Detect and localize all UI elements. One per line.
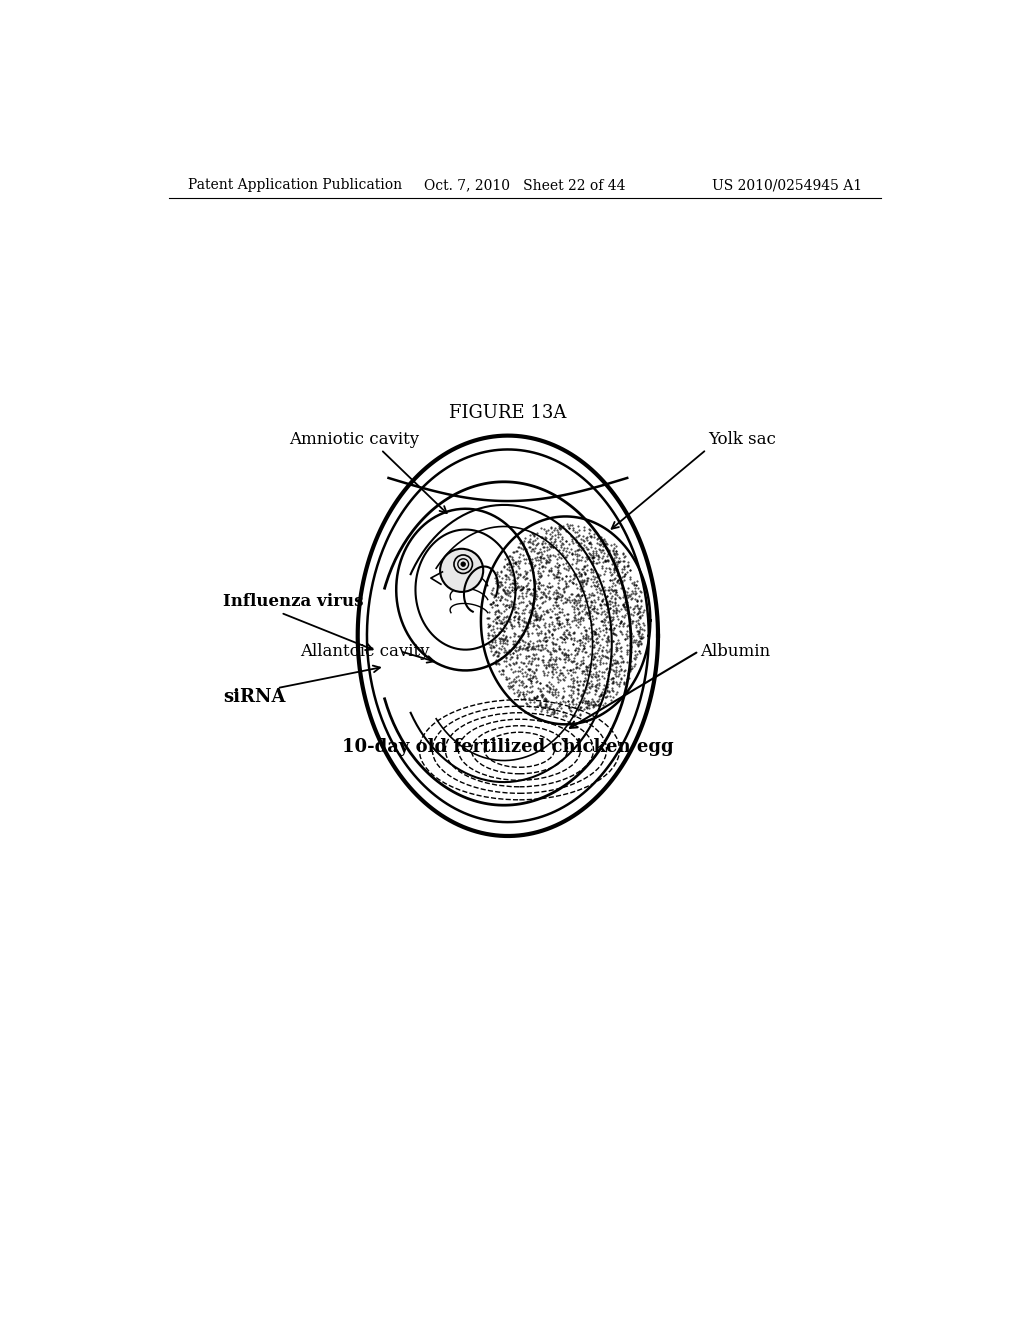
Text: Yolk sac: Yolk sac [708, 430, 776, 447]
Text: Influenza virus: Influenza virus [223, 593, 364, 610]
Text: siRNA: siRNA [223, 689, 286, 706]
Text: Albumin: Albumin [700, 643, 770, 660]
Circle shape [461, 562, 466, 566]
Text: Oct. 7, 2010   Sheet 22 of 44: Oct. 7, 2010 Sheet 22 of 44 [424, 178, 626, 193]
Text: FIGURE 13A: FIGURE 13A [450, 404, 566, 421]
Text: US 2010/0254945 A1: US 2010/0254945 A1 [712, 178, 862, 193]
Text: Patent Application Publication: Patent Application Publication [188, 178, 402, 193]
Text: Allantoic cavity: Allantoic cavity [300, 643, 429, 660]
Circle shape [440, 549, 483, 591]
Text: 10-day old fertilized chicken egg: 10-day old fertilized chicken egg [342, 738, 674, 756]
Text: Amniotic cavity: Amniotic cavity [289, 430, 419, 447]
